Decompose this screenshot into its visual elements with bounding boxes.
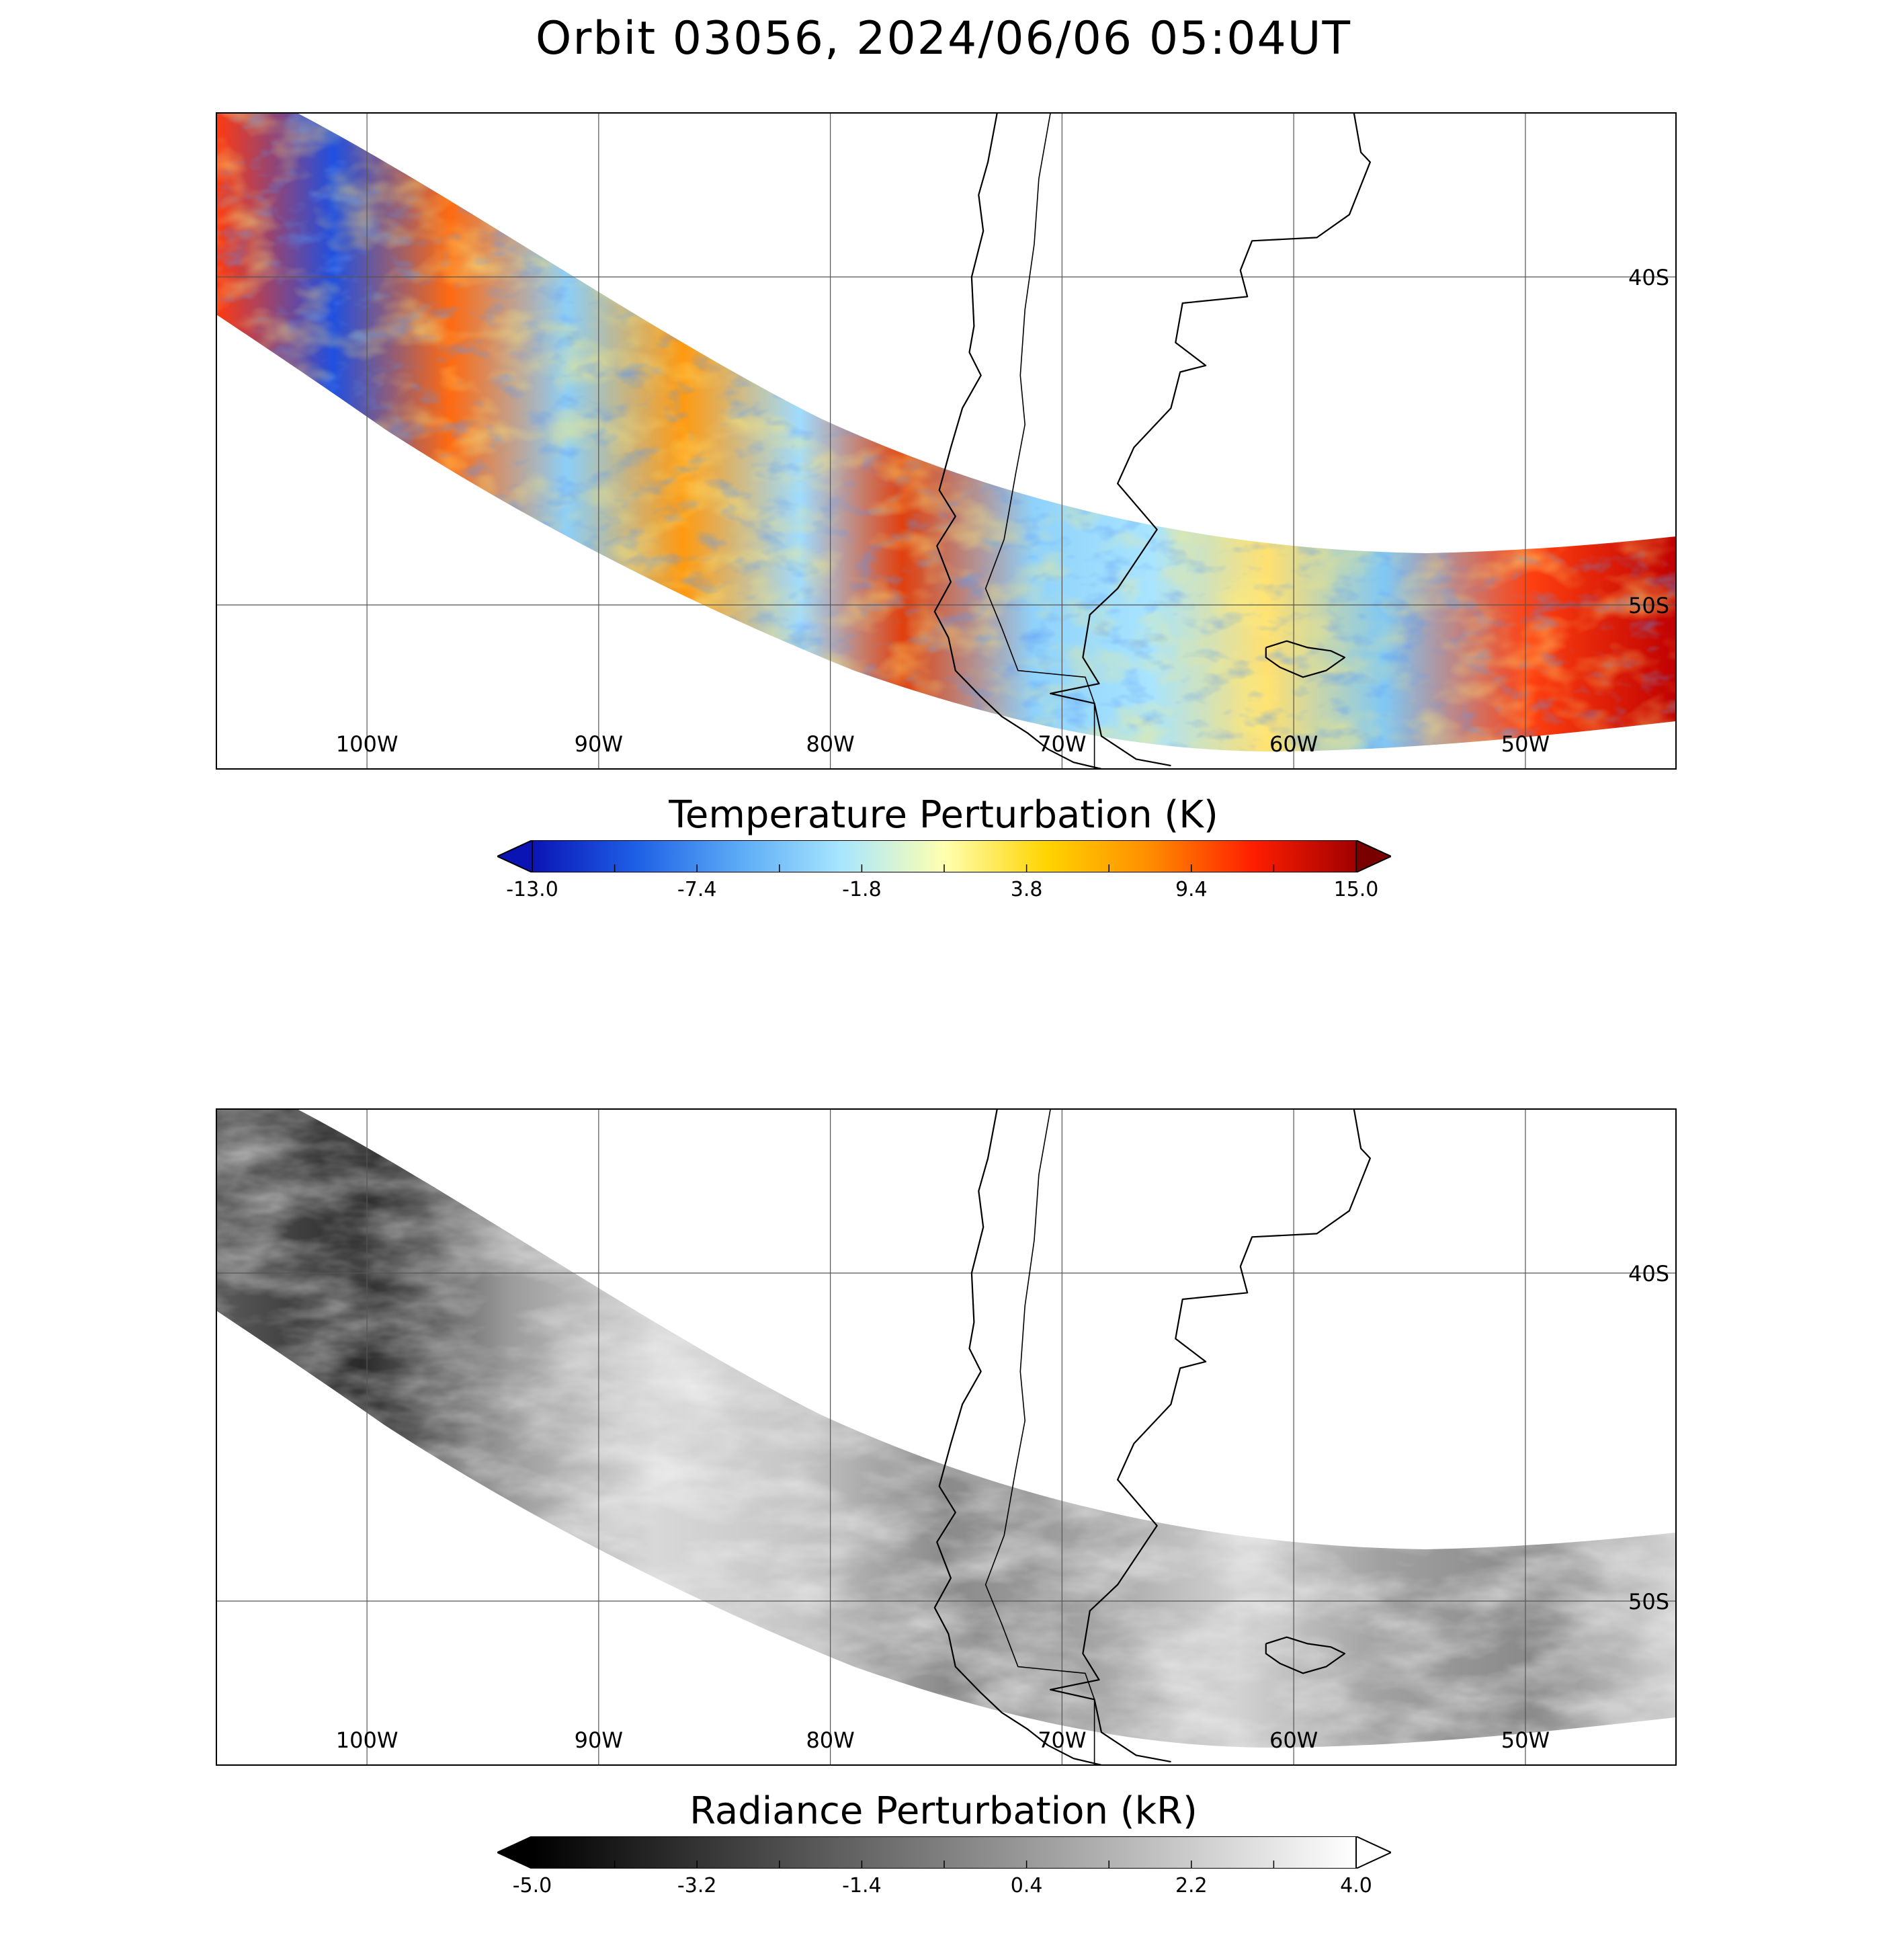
colorbar-tick-label: 0.4 [1010, 1874, 1043, 1897]
colorbar-tick-label: 15.0 [1333, 878, 1379, 901]
colorbar-tick-label: 9.4 [1175, 878, 1208, 901]
colorbar-over-arrow [1355, 840, 1391, 872]
lon-label: 50W [1501, 731, 1550, 757]
colorbar-over-arrow [1355, 1836, 1391, 1869]
temperature-map-panel: 100W 90W 80W 70W 60W 50W 40S 50S [216, 112, 1677, 770]
radiance-colorbar [497, 1836, 1391, 1869]
radiance-colorbar-title: Radiance Perturbation (kR) [689, 1789, 1198, 1833]
temperature-colorbar-title: Temperature Perturbation (K) [669, 793, 1218, 837]
lon-label: 80W [806, 731, 854, 757]
axis-labels: 100W 90W 80W 70W 60W 50W 40S 50S [336, 1261, 1669, 1753]
map-frame [216, 112, 1677, 770]
radiance-map: 100W 90W 80W 70W 60W 50W 40S 50S [216, 1108, 1677, 1766]
temperature-colorbar-graphic [497, 840, 1391, 872]
radiance-swath-texture [216, 1109, 1676, 1748]
lon-label: 90W [575, 1727, 623, 1753]
lon-label: 70W [1038, 1727, 1086, 1753]
lat-label: 40S [1628, 1261, 1669, 1287]
lon-label: 80W [806, 1727, 854, 1753]
colorbar-tick-label: -3.2 [677, 1874, 717, 1897]
lon-label: 50W [1501, 1727, 1550, 1753]
axis-labels: 100W 90W 80W 70W 60W 50W 40S 50S [336, 265, 1669, 757]
colorbar-under-arrow [497, 840, 533, 872]
lon-label: 100W [336, 1727, 399, 1753]
coastline [933, 1109, 1371, 1765]
coastline [933, 113, 1371, 769]
radiance-colorbar-graphic [497, 1836, 1391, 1869]
colorbar-tick-label: -1.8 [842, 878, 882, 901]
lon-label: 60W [1269, 1727, 1318, 1753]
lon-label: 90W [575, 731, 623, 757]
lon-label: 60W [1269, 731, 1318, 757]
figure-title: Orbit 03056, 2024/06/06 05:04UT [535, 12, 1352, 65]
colorbar-tick-label: 4.0 [1340, 1874, 1372, 1897]
graticule [216, 113, 1676, 769]
graticule [216, 1109, 1676, 1765]
lon-label: 100W [336, 731, 399, 757]
colorbar-tick-label: -13.0 [506, 878, 558, 901]
lat-label: 50S [1628, 1589, 1669, 1615]
temperature-colorbar [497, 840, 1391, 872]
lat-label: 40S [1628, 265, 1669, 290]
colorbar-tick-label: -1.4 [842, 1874, 882, 1897]
lon-label: 70W [1038, 731, 1086, 757]
colorbar-under-arrow [497, 1836, 533, 1869]
colorbar-tick-label: 3.8 [1010, 878, 1043, 901]
colorbar-tick-label: -5.0 [512, 1874, 552, 1897]
temperature-swath-texture-cold [216, 113, 1676, 751]
colorbar-tick-label: 2.2 [1175, 1874, 1208, 1897]
colorbar-tick-label: -7.4 [677, 878, 717, 901]
map-frame [216, 1108, 1677, 1766]
temperature-map: 100W 90W 80W 70W 60W 50W 40S 50S [216, 112, 1677, 770]
radiance-map-panel: 100W 90W 80W 70W 60W 50W 40S 50S [216, 1108, 1677, 1766]
lat-label: 50S [1628, 593, 1669, 618]
